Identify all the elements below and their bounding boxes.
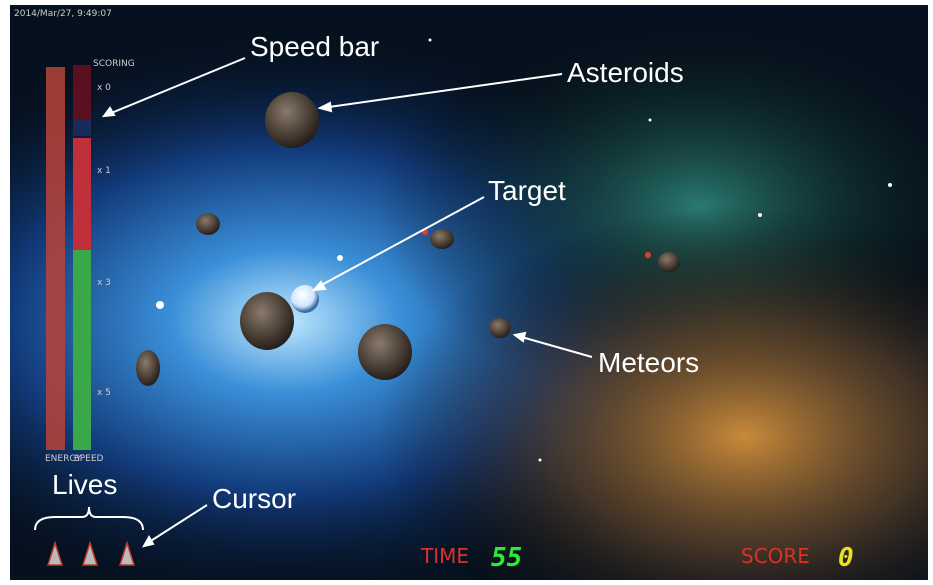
- score-label: SCORE: [741, 544, 810, 568]
- scoring-zone: [73, 138, 91, 250]
- scoring-zone: [73, 65, 91, 120]
- multiplier: x 5: [97, 388, 111, 398]
- multiplier: x 1: [97, 166, 111, 176]
- star: [649, 119, 652, 122]
- annotation: Lives: [52, 469, 117, 500]
- multiplier: x 3: [97, 278, 111, 288]
- time-label: TIME: [420, 544, 469, 568]
- screen: 2014/Mar/27, 9:49:07 SCORING x 0 x 1 x 3…: [0, 0, 933, 585]
- multiplier: x 0: [97, 83, 111, 93]
- timestamp: 2014/Mar/27, 9:49:07: [14, 9, 112, 19]
- annotation: Meteors: [598, 347, 699, 378]
- star: [337, 255, 343, 261]
- annotation: Target: [488, 175, 566, 206]
- star: [429, 39, 432, 42]
- nebula: [10, 5, 928, 580]
- star: [888, 183, 892, 187]
- star: [156, 301, 164, 309]
- asteroid: [358, 324, 412, 380]
- asteroid: [265, 92, 319, 148]
- time-value: 55: [491, 543, 522, 573]
- star: [758, 213, 762, 217]
- meteor: [136, 350, 160, 386]
- annotation: Speed bar: [250, 31, 379, 62]
- energy-bar: [46, 67, 65, 450]
- annotation: Cursor: [212, 483, 296, 514]
- speed-fill: [73, 250, 91, 450]
- annotation: Asteroids: [567, 57, 684, 88]
- speed-marker: [73, 120, 91, 136]
- score-value: 0: [838, 543, 854, 573]
- scoring-label: SCORING: [93, 59, 135, 69]
- speed-label: SPEED: [74, 454, 104, 464]
- meteor: [658, 252, 680, 272]
- game-view: 2014/Mar/27, 9:49:07 SCORING x 0 x 1 x 3…: [10, 5, 928, 580]
- meteor: [489, 318, 511, 338]
- meteor-debris: [645, 252, 651, 258]
- meteor: [430, 229, 454, 249]
- asteroid: [240, 292, 294, 350]
- star: [539, 459, 542, 462]
- meteor: [196, 213, 220, 235]
